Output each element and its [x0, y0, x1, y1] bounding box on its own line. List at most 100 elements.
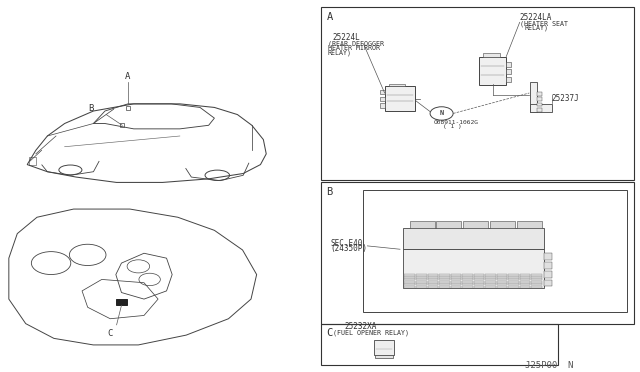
Bar [538, 108, 542, 112]
Bar [462, 278, 473, 280]
Bar [428, 283, 438, 285]
Bar [404, 273, 415, 276]
Text: Ô08911-1062G: Ô08911-1062G [434, 120, 479, 125]
Bar [404, 286, 415, 288]
Bar [404, 276, 415, 278]
Bar [451, 286, 461, 288]
Bar [520, 283, 531, 285]
Bar [462, 286, 473, 288]
Bar [439, 276, 450, 278]
Bar [416, 273, 427, 276]
Bar [474, 286, 484, 288]
Text: 25224L: 25224L [332, 33, 360, 42]
Bar [462, 283, 473, 285]
Bar [428, 281, 438, 283]
Bar [321, 182, 634, 324]
Bar [428, 273, 438, 276]
Text: (HEATER SEAT: (HEATER SEAT [520, 20, 568, 27]
Bar [497, 273, 508, 276]
Text: SEC.E40: SEC.E40 [330, 239, 363, 248]
Bar [474, 281, 484, 283]
Bar [375, 355, 393, 358]
Bar [508, 283, 519, 285]
Bar [544, 253, 552, 260]
Bar [416, 278, 427, 280]
Bar [451, 273, 461, 276]
Bar [321, 7, 634, 180]
Bar [416, 276, 427, 278]
Bar [428, 278, 438, 280]
Bar [385, 86, 415, 111]
Bar [506, 69, 511, 74]
Text: RELAY): RELAY) [328, 50, 352, 56]
Text: C: C [326, 328, 333, 338]
Bar [531, 273, 542, 276]
Bar [520, 273, 531, 276]
Bar [374, 340, 394, 355]
Bar [506, 62, 511, 67]
Text: (24350P): (24350P) [330, 244, 367, 253]
Text: (FUEL OPENER RELAY): (FUEL OPENER RELAY) [333, 329, 410, 336]
Bar [520, 276, 531, 278]
Bar [416, 283, 427, 285]
Bar [474, 283, 484, 285]
Bar [380, 103, 385, 108]
Text: 25224LA: 25224LA [520, 13, 552, 22]
Bar [363, 190, 627, 312]
Bar [544, 279, 552, 286]
Bar [116, 299, 127, 305]
Bar [531, 286, 542, 288]
Bar [508, 276, 519, 278]
Bar [428, 286, 438, 288]
Bar [485, 278, 496, 280]
Bar [389, 84, 404, 86]
Bar [29, 157, 36, 164]
Bar [462, 276, 473, 278]
Bar [520, 278, 531, 280]
Bar [483, 53, 499, 57]
Text: A: A [326, 12, 333, 22]
Bar [404, 281, 415, 283]
Bar [508, 281, 519, 283]
Text: B: B [88, 104, 93, 113]
Bar [530, 104, 552, 112]
Bar [474, 276, 484, 278]
Bar [544, 262, 552, 269]
Bar [530, 82, 538, 112]
Bar [404, 278, 415, 280]
Bar [508, 286, 519, 288]
Bar [321, 324, 558, 365]
Bar [538, 103, 542, 106]
Bar [416, 281, 427, 283]
Bar [490, 221, 515, 228]
Text: B: B [326, 187, 333, 197]
Bar [508, 278, 519, 280]
Bar [380, 97, 385, 101]
Bar [380, 90, 385, 94]
Text: J25P00  N: J25P00 N [525, 361, 573, 370]
Text: C: C [108, 328, 113, 337]
Bar [451, 281, 461, 283]
Bar [497, 281, 508, 283]
Bar [531, 276, 542, 278]
Bar [439, 281, 450, 283]
Bar [497, 278, 508, 280]
Text: ( 1 ): ( 1 ) [443, 124, 461, 129]
Bar [404, 283, 415, 285]
Bar [439, 283, 450, 285]
Bar [428, 276, 438, 278]
Bar [531, 278, 542, 280]
Bar [497, 276, 508, 278]
Bar [474, 278, 484, 280]
Bar [439, 273, 450, 276]
Bar [531, 283, 542, 285]
Bar [531, 281, 542, 283]
Bar [462, 281, 473, 283]
Bar [538, 92, 542, 96]
Bar [497, 283, 508, 285]
Bar [506, 77, 511, 81]
Text: A: A [125, 71, 131, 81]
Bar [403, 250, 544, 288]
Text: N: N [440, 110, 444, 116]
Bar [497, 286, 508, 288]
